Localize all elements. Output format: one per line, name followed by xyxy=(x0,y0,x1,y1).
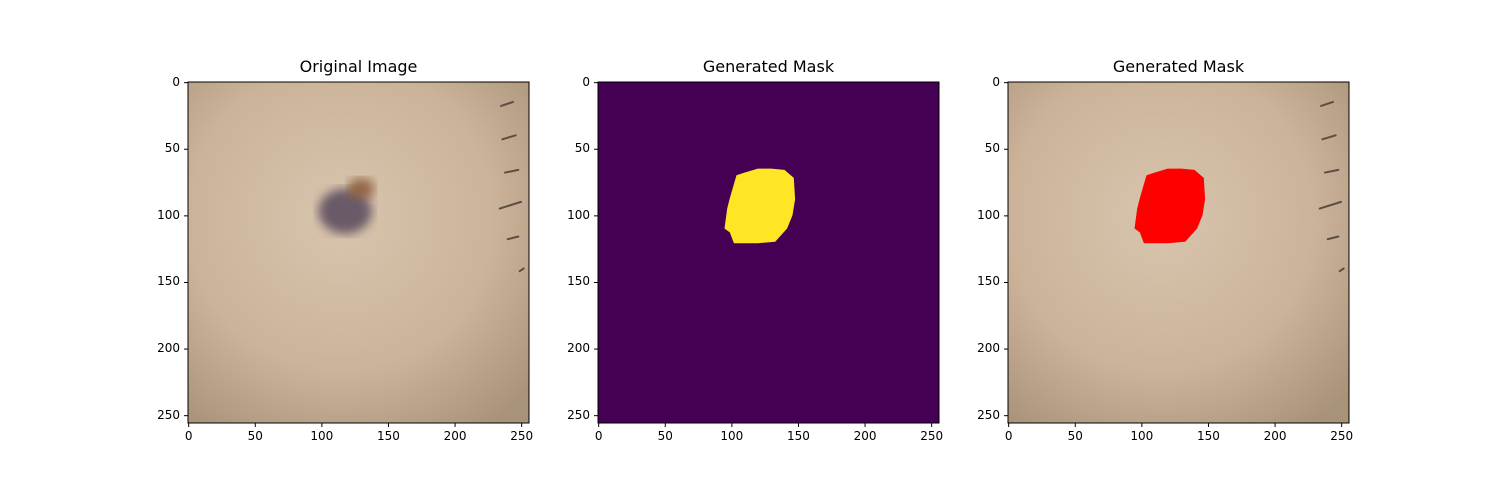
x-tick-label: 200 xyxy=(443,429,467,443)
panel-title-overlay: Generated Mask xyxy=(1112,57,1245,76)
y-tick-label: 50 xyxy=(574,141,590,156)
hair-strand xyxy=(498,200,523,210)
y-tick-label: 50 xyxy=(164,141,180,156)
panel-original-image xyxy=(184,81,530,427)
y-tick-label: 0 xyxy=(992,74,1000,89)
x-tick-label: 200 xyxy=(1263,429,1287,443)
axes-frame xyxy=(1007,81,1350,424)
y-tick-label: 100 xyxy=(977,207,1000,222)
hair-strand xyxy=(518,267,525,273)
panel-generated-mask xyxy=(594,81,940,427)
hair-strand xyxy=(506,235,520,241)
hair-strand xyxy=(1320,100,1335,107)
x-tick-label: 100 xyxy=(720,429,744,443)
lesion-brown-area xyxy=(347,177,375,200)
axes-frame xyxy=(187,81,530,424)
x-tick-label: 50 xyxy=(1067,429,1083,443)
skin-background xyxy=(1008,82,1349,423)
lesion xyxy=(318,188,372,234)
y-tick-label: 200 xyxy=(157,341,180,356)
y-tick-label: 0 xyxy=(172,74,180,89)
hair-strand xyxy=(1324,168,1340,174)
panel-title-mask: Generated Mask xyxy=(702,57,835,76)
hair-strand xyxy=(1326,235,1340,241)
panel-title-original: Original Image xyxy=(299,57,418,76)
x-tick-label: 150 xyxy=(787,429,810,443)
x-tick-label: 250 xyxy=(510,429,534,443)
axes-frame xyxy=(597,81,940,424)
y-tick-label: 200 xyxy=(977,341,1000,356)
hair-strand xyxy=(1338,267,1345,273)
overlay-region xyxy=(1134,168,1206,244)
x-tick-label: 100 xyxy=(1130,429,1154,443)
y-tick-label: 0 xyxy=(582,74,590,89)
y-tick-label: 50 xyxy=(984,141,1000,156)
x-tick-label: 150 xyxy=(377,429,400,443)
y-tick-label: 150 xyxy=(157,274,180,289)
y-tick-label: 150 xyxy=(567,274,590,289)
y-tick-label: 100 xyxy=(157,207,180,222)
y-tick-label: 100 xyxy=(567,207,590,222)
x-tick-label: 0 xyxy=(594,429,603,443)
y-tick-label: 250 xyxy=(977,407,1000,422)
x-tick-label: 100 xyxy=(310,429,334,443)
x-tick-label: 0 xyxy=(184,429,193,443)
skin-background xyxy=(188,82,529,423)
x-tick-label: 150 xyxy=(1197,429,1220,443)
hair-strand xyxy=(504,168,520,174)
x-tick-label: 0 xyxy=(1004,429,1013,443)
y-tick-label: 150 xyxy=(977,274,1000,289)
x-tick-label: 50 xyxy=(247,429,263,443)
x-tick-label: 250 xyxy=(1330,429,1354,443)
hair-strand xyxy=(1318,200,1343,210)
mask-background xyxy=(598,82,939,423)
mask-region xyxy=(724,168,796,244)
y-tick-label: 250 xyxy=(157,407,180,422)
hair-strand xyxy=(501,134,517,141)
x-tick-label: 200 xyxy=(853,429,877,443)
hair-strand xyxy=(500,100,515,107)
y-tick-label: 200 xyxy=(567,341,590,356)
panel-overlay-mask xyxy=(1004,81,1350,427)
hair-strand xyxy=(1321,134,1337,141)
x-tick-label: 250 xyxy=(920,429,944,443)
y-tick-label: 250 xyxy=(567,407,590,422)
x-tick-label: 50 xyxy=(657,429,673,443)
